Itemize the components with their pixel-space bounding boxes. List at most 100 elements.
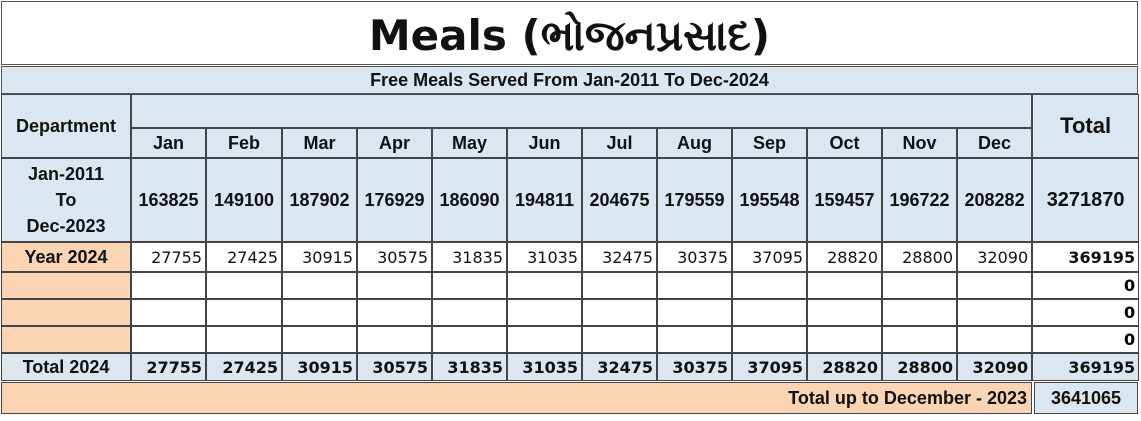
empty-row: 0 xyxy=(1,299,1140,326)
cumulative-cell[interactable]: 163825 xyxy=(131,158,206,242)
empty-cell[interactable] xyxy=(882,299,957,326)
empty-cell[interactable] xyxy=(432,272,507,299)
total-2024-row: Total 2024 27755 27425 30915 30575 31835… xyxy=(1,353,1140,381)
empty-cell[interactable] xyxy=(957,272,1033,299)
empty-cell[interactable] xyxy=(732,326,807,353)
year-2024-cell[interactable]: 30915 xyxy=(282,242,357,272)
total-2024-cell[interactable]: 31035 xyxy=(507,353,582,381)
year-2024-cell[interactable]: 32090 xyxy=(957,242,1033,272)
cumulative-total[interactable]: 3271870 xyxy=(1032,158,1140,242)
empty-cell[interactable] xyxy=(582,272,657,299)
total-2024-cell[interactable]: 27755 xyxy=(131,353,206,381)
year-2024-label: Year 2024 xyxy=(1,242,131,272)
year-2024-cell[interactable]: 37095 xyxy=(732,242,807,272)
cumulative-cell[interactable]: 186090 xyxy=(432,158,507,242)
empty-cell[interactable] xyxy=(657,326,732,353)
empty-cell[interactable] xyxy=(957,326,1033,353)
empty-cell[interactable] xyxy=(131,299,206,326)
grand-total-label: Total up to December - 2023 xyxy=(1,382,1032,414)
total-2024-cell[interactable]: 37095 xyxy=(732,353,807,381)
empty-cell[interactable] xyxy=(657,272,732,299)
empty-cell[interactable] xyxy=(732,299,807,326)
meals-table: Department Total Jan Feb Mar Apr May Jun… xyxy=(1,94,1140,381)
month-header: Feb xyxy=(206,128,282,158)
year-2024-cell[interactable]: 31835 xyxy=(432,242,507,272)
total-2024-cell[interactable]: 31835 xyxy=(432,353,507,381)
empty-row-total[interactable]: 0 xyxy=(1032,326,1140,353)
empty-cell[interactable] xyxy=(432,299,507,326)
empty-cell[interactable] xyxy=(206,326,282,353)
cumulative-cell[interactable]: 194811 xyxy=(507,158,582,242)
empty-cell[interactable] xyxy=(957,299,1033,326)
cumulative-label-line: Jan-2011 xyxy=(27,164,105,184)
year-2024-cell[interactable]: 30375 xyxy=(657,242,732,272)
empty-cell[interactable] xyxy=(357,272,432,299)
empty-cell[interactable] xyxy=(507,299,582,326)
empty-cell[interactable] xyxy=(131,272,206,299)
total-2024-total[interactable]: 369195 xyxy=(1032,353,1140,381)
empty-cell[interactable] xyxy=(282,326,357,353)
empty-cell[interactable] xyxy=(882,272,957,299)
empty-cell[interactable] xyxy=(657,299,732,326)
year-2024-cell[interactable]: 27425 xyxy=(206,242,282,272)
cumulative-cell[interactable]: 179559 xyxy=(657,158,732,242)
empty-row-total[interactable]: 0 xyxy=(1032,272,1140,299)
page-subtitle: Free Meals Served From Jan-2011 To Dec-2… xyxy=(1,66,1138,94)
total-2024-cell[interactable]: 30915 xyxy=(282,353,357,381)
cumulative-label-line: Dec-2023 xyxy=(26,216,106,236)
cumulative-label-line: To xyxy=(55,190,77,210)
empty-row: 0 xyxy=(1,272,1140,299)
cumulative-cell[interactable]: 176929 xyxy=(357,158,432,242)
empty-cell[interactable] xyxy=(507,326,582,353)
year-2024-cell[interactable]: 28800 xyxy=(882,242,957,272)
total-2024-cell[interactable]: 32475 xyxy=(582,353,657,381)
empty-cell[interactable] xyxy=(131,326,206,353)
year-2024-row: Year 2024 27755 27425 30915 30575 31835 … xyxy=(1,242,1140,272)
empty-cell[interactable] xyxy=(807,326,882,353)
year-2024-cell[interactable]: 28820 xyxy=(807,242,882,272)
empty-cell[interactable] xyxy=(206,299,282,326)
empty-cell[interactable] xyxy=(282,299,357,326)
total-2024-cell[interactable]: 28820 xyxy=(807,353,882,381)
empty-cell[interactable] xyxy=(282,272,357,299)
cumulative-cell[interactable]: 204675 xyxy=(582,158,657,242)
cumulative-cell[interactable]: 187902 xyxy=(282,158,357,242)
total-2024-cell[interactable]: 32090 xyxy=(957,353,1033,381)
year-2024-total[interactable]: 369195 xyxy=(1032,242,1140,272)
empty-cell[interactable] xyxy=(882,326,957,353)
total-header: Total xyxy=(1032,94,1140,158)
empty-row-label[interactable] xyxy=(1,326,131,353)
year-2024-cell[interactable]: 31035 xyxy=(507,242,582,272)
empty-row-total[interactable]: 0 xyxy=(1032,299,1140,326)
cumulative-cell[interactable]: 196722 xyxy=(882,158,957,242)
cumulative-cell[interactable]: 149100 xyxy=(206,158,282,242)
empty-cell[interactable] xyxy=(732,272,807,299)
month-header: Jul xyxy=(582,128,657,158)
month-header: Mar xyxy=(282,128,357,158)
grand-total-value[interactable]: 3641065 xyxy=(1034,382,1138,414)
empty-cell[interactable] xyxy=(357,299,432,326)
empty-cell[interactable] xyxy=(582,299,657,326)
year-2024-cell[interactable]: 27755 xyxy=(131,242,206,272)
cumulative-cell[interactable]: 208282 xyxy=(957,158,1033,242)
empty-cell[interactable] xyxy=(582,326,657,353)
empty-row-label[interactable] xyxy=(1,272,131,299)
total-2024-cell[interactable]: 27425 xyxy=(206,353,282,381)
cumulative-cell[interactable]: 195548 xyxy=(732,158,807,242)
cumulative-cell[interactable]: 159457 xyxy=(807,158,882,242)
empty-cell[interactable] xyxy=(507,272,582,299)
total-2024-cell[interactable]: 30375 xyxy=(657,353,732,381)
total-2024-cell[interactable]: 28800 xyxy=(882,353,957,381)
empty-cell[interactable] xyxy=(807,272,882,299)
empty-cell[interactable] xyxy=(432,326,507,353)
month-header: Oct xyxy=(807,128,882,158)
year-2024-cell[interactable]: 32475 xyxy=(582,242,657,272)
year-2024-cell[interactable]: 30575 xyxy=(357,242,432,272)
empty-row-label[interactable] xyxy=(1,299,131,326)
total-2024-cell[interactable]: 30575 xyxy=(357,353,432,381)
empty-cell[interactable] xyxy=(807,299,882,326)
empty-cell[interactable] xyxy=(357,326,432,353)
empty-cell[interactable] xyxy=(206,272,282,299)
month-header: Jun xyxy=(507,128,582,158)
